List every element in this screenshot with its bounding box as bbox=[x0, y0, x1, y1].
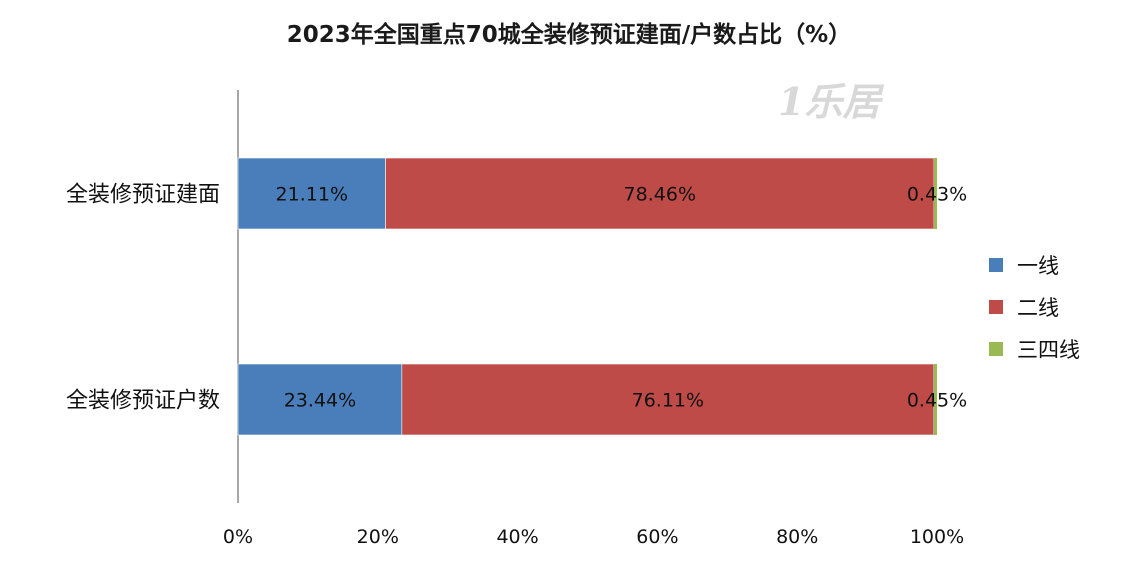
legend-label-1: 一线 bbox=[1017, 254, 1059, 278]
x-tick-5: 80% bbox=[776, 526, 818, 548]
bar-3-1 bbox=[933, 158, 937, 229]
category-label-1: 全装修预证建面 bbox=[66, 183, 220, 208]
data-label-1-2: 23.44% bbox=[284, 390, 356, 412]
x-tick-3: 40% bbox=[496, 526, 538, 548]
bar-2-1 bbox=[385, 157, 935, 230]
legend-swatch-1 bbox=[989, 258, 1003, 272]
legend-label-2: 二线 bbox=[1017, 296, 1059, 320]
data-label-2-1: 78.46% bbox=[624, 184, 696, 206]
x-tick-6: 100% bbox=[910, 526, 964, 548]
bar-2-2 bbox=[401, 363, 935, 436]
data-label-3-1: 0.43% bbox=[907, 184, 967, 206]
legend-label-3: 三四线 bbox=[1017, 338, 1080, 362]
data-label-3-2: 0.45% bbox=[907, 390, 967, 412]
x-tick-labels: 0% 20% 40% 60% 80% 100% bbox=[223, 526, 964, 548]
bar-3-2 bbox=[933, 364, 937, 435]
data-label-1-1: 21.11% bbox=[276, 184, 348, 206]
x-tick-4: 60% bbox=[636, 526, 678, 548]
x-tick-2: 20% bbox=[357, 526, 399, 548]
watermark-logo: 1乐居 bbox=[778, 79, 884, 124]
chart-title: 2023年全国重点70城全装修预证建面/户数占比（%） bbox=[287, 21, 851, 48]
category-label-2: 全装修预证户数 bbox=[66, 389, 220, 414]
legend-swatch-3 bbox=[989, 342, 1003, 356]
legend-swatch-2 bbox=[989, 300, 1003, 314]
bar-1-1 bbox=[237, 157, 386, 230]
data-label-2-2: 76.11% bbox=[632, 390, 704, 412]
bar-1-2 bbox=[237, 363, 403, 436]
x-tick-1: 0% bbox=[223, 526, 253, 548]
bars-group: 21.11% 78.46% 0.43% 23.44% 76.11% 0.45% bbox=[237, 157, 967, 436]
